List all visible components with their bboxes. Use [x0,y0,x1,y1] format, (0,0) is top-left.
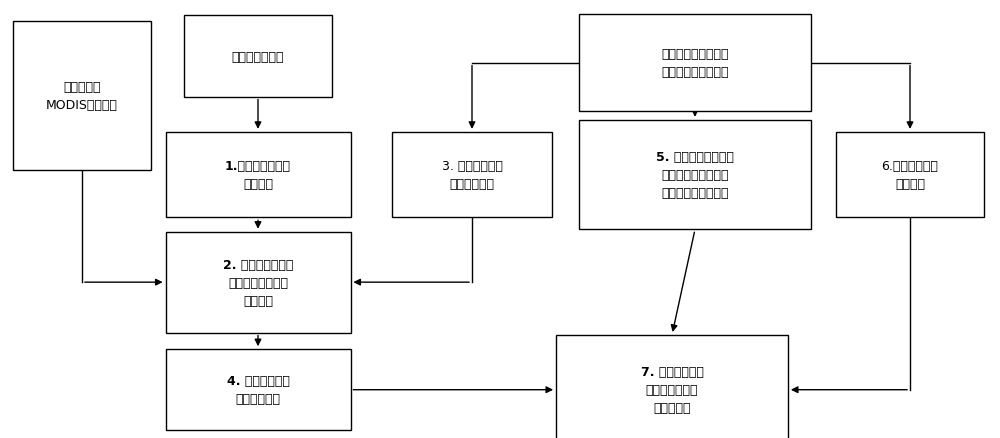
Text: 7. 辐射矩阵插值
方法仿真地球背
景辐射图像: 7. 辐射矩阵插值 方法仿真地球背 景辐射图像 [641,365,703,414]
Text: 典型气溶胶模型: 典型气溶胶模型 [232,50,284,64]
FancyBboxPatch shape [556,335,788,438]
FancyBboxPatch shape [166,132,351,218]
FancyBboxPatch shape [579,15,811,112]
FancyBboxPatch shape [184,17,332,98]
FancyBboxPatch shape [166,232,351,333]
FancyBboxPatch shape [13,22,151,171]
FancyBboxPatch shape [166,350,351,430]
Text: 仿真场景的物理参数
设置及观测几何关系: 仿真场景的物理参数 设置及观测几何关系 [661,48,729,79]
Text: 1.选定标准气溶胶
廓线参数: 1.选定标准气溶胶 廓线参数 [225,160,291,191]
Text: 3. 各像元的真实
地表高程信息: 3. 各像元的真实 地表高程信息 [442,160,502,191]
FancyBboxPatch shape [579,120,811,230]
Text: 2. 查表法反演场景
中各像素单元的气
溶胶参数: 2. 查表法反演场景 中各像素单元的气 溶胶参数 [223,258,293,307]
Text: 6.各像元的光谱
特性信息: 6.各像元的光谱 特性信息 [882,160,938,191]
Text: 4. 计算消光系数
等效地表高度: 4. 计算消光系数 等效地表高度 [227,374,289,405]
Text: 两个谱段的
MODIS实测图像: 两个谱段的 MODIS实测图像 [46,81,118,112]
FancyBboxPatch shape [836,132,984,218]
Text: 5. 二流近似方法求解
辐射传输方程，得到
各类辐射的辐射矩阵: 5. 二流近似方法求解 辐射传输方程，得到 各类辐射的辐射矩阵 [656,151,734,200]
FancyBboxPatch shape [392,132,552,218]
